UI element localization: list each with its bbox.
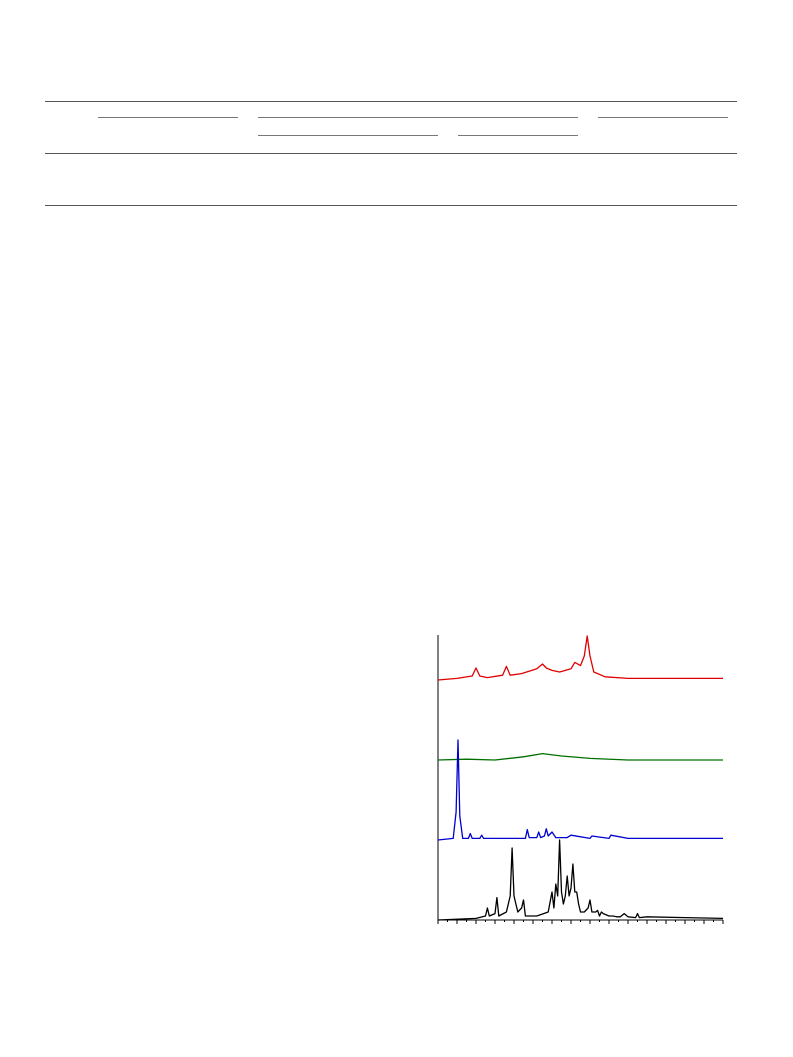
subcolumn-group-rule [458,135,578,136]
spectrum-trace-3 [437,739,723,841]
plot-traces [437,635,724,921]
spectra-figure [425,630,731,930]
column-group-rule [98,117,238,118]
column-group-rule [258,117,578,118]
stacked-spectra-plot [437,635,724,924]
subcolumn-group-rule [258,135,438,136]
table-header-rule [45,153,737,154]
table-top-rule [45,101,737,102]
plot-axes [437,635,724,924]
spectrum-trace-4 [437,839,724,921]
data-table [45,101,737,207]
column-group-rule [598,117,728,118]
table-bottom-rule [45,205,737,206]
spectrum-trace-2 [437,752,723,761]
spectrum-trace-1 [437,635,723,681]
